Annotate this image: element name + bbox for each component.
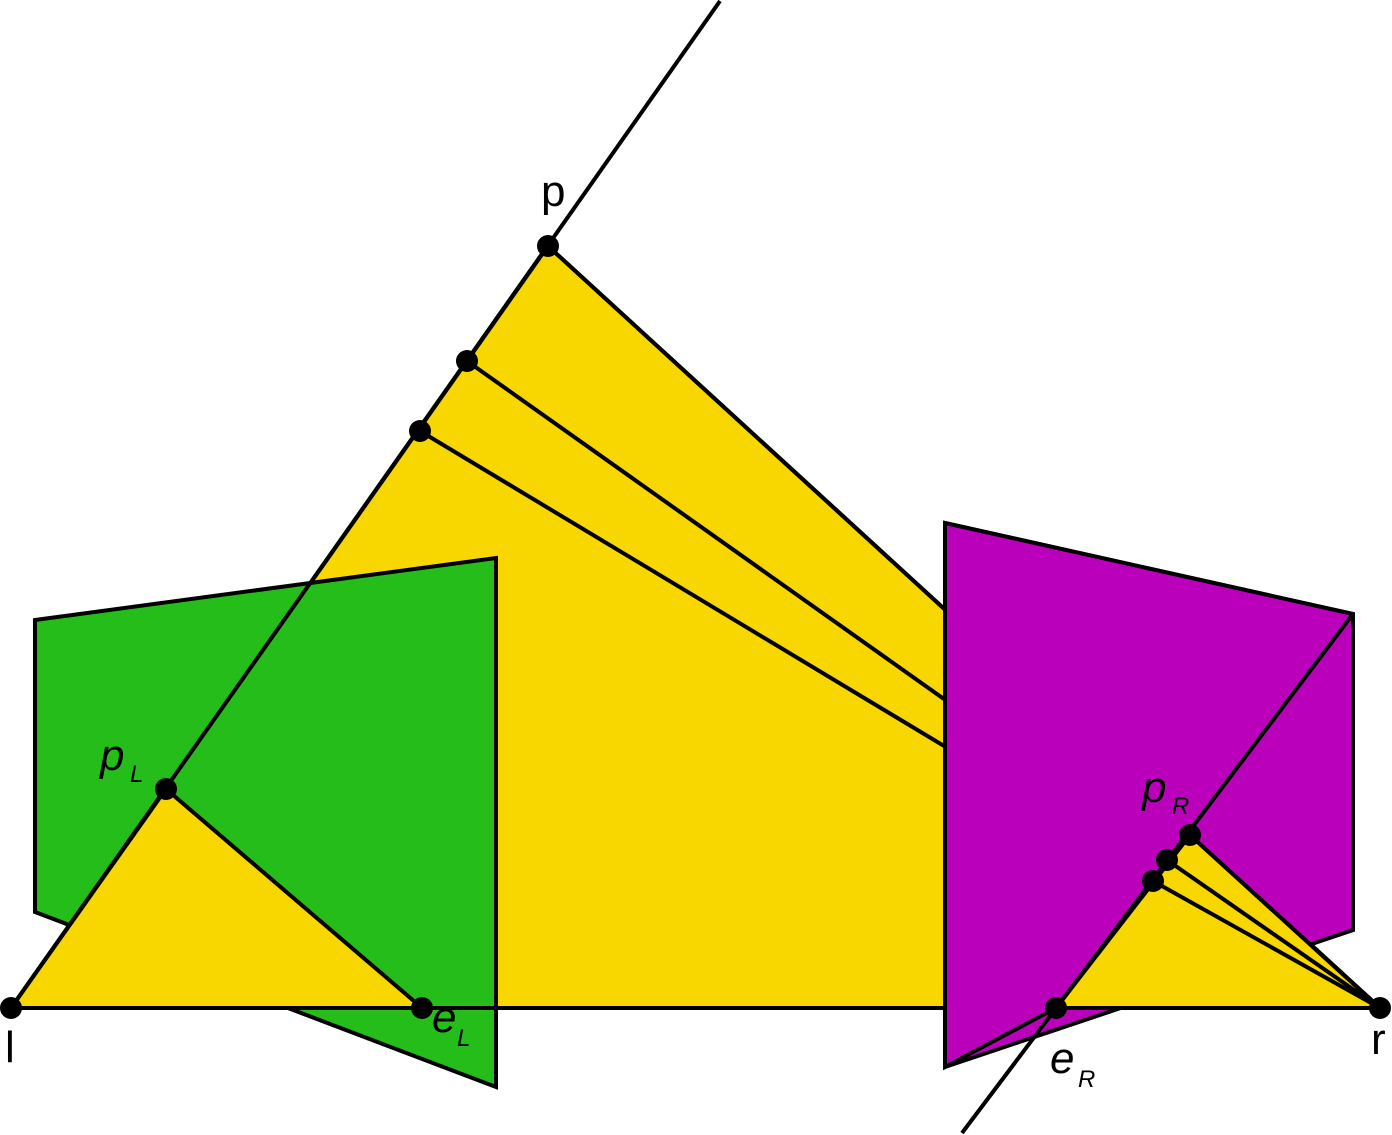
label-eL-sub: L [457, 1025, 470, 1052]
right-proj-line-3 [1152, 879, 1381, 1010]
point-eL [411, 997, 433, 1019]
point-candidate-1 [456, 350, 478, 372]
point-pL [155, 778, 177, 800]
label-l: l [5, 1023, 15, 1072]
left-ray-line [9, 0, 722, 1010]
point-candidate-2 [409, 420, 431, 442]
point-pR [1179, 824, 1201, 846]
point-eR [1045, 997, 1067, 1019]
label-pR: p [1140, 763, 1166, 812]
point-p [537, 235, 559, 257]
right-proj-line-1 [1188, 833, 1382, 1010]
label-eR: e [1050, 1034, 1074, 1083]
point-pR-3 [1142, 870, 1164, 892]
label-eR-sub: R [1078, 1066, 1095, 1093]
label-pL: p [98, 731, 124, 780]
point-r [1369, 997, 1391, 1019]
point-l [0, 997, 22, 1019]
label-pR-sub: R [1172, 793, 1189, 820]
label-p: p [541, 167, 565, 216]
label-r: r [1371, 1015, 1386, 1064]
label-pL-sub: L [130, 761, 143, 788]
right-proj-line-2 [1165, 858, 1382, 1010]
point-pR-2 [1156, 849, 1178, 871]
label-eL: e [432, 993, 456, 1042]
